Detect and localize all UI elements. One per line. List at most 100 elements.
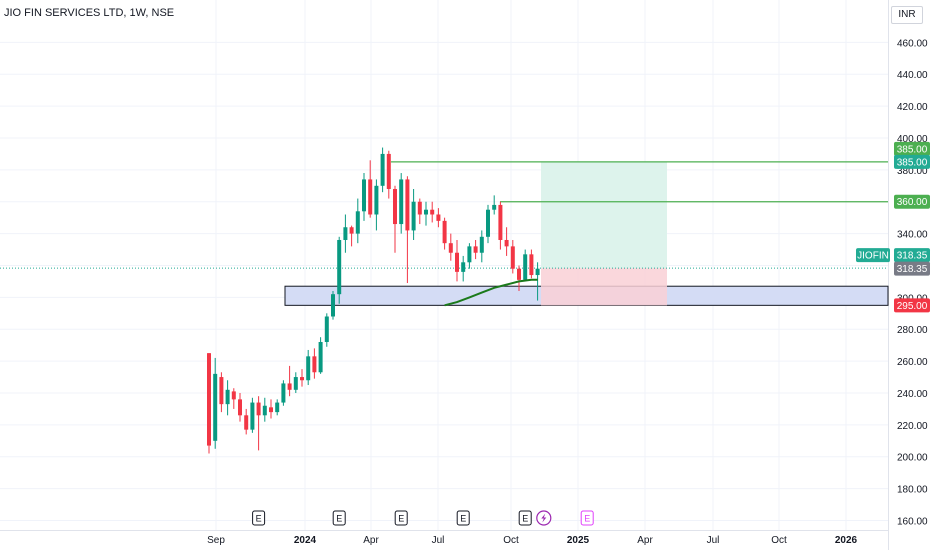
candle-body: [219, 377, 224, 405]
price-tag-last-ref-text: 318.35: [897, 264, 928, 275]
candle-body: [535, 268, 540, 276]
candle-body: [374, 185, 379, 215]
y-tick-label: 340.00: [897, 230, 928, 241]
candle-body: [213, 373, 218, 441]
y-tick-label: 200.00: [897, 453, 928, 464]
y-tick-label: 160.00: [897, 517, 928, 528]
earnings-letter: E: [336, 514, 342, 524]
y-tick-label: 460.00: [897, 38, 928, 49]
price-tag-385: 385.00: [894, 154, 930, 169]
candle-body: [355, 211, 360, 234]
price-tag-symbol: JIOFIN: [856, 248, 890, 263]
x-tick-label: Jul: [707, 535, 720, 546]
candle-body: [337, 239, 342, 295]
price-tag-last-bg: [894, 248, 930, 263]
candle-body: [331, 294, 335, 317]
candle-body: [424, 209, 428, 215]
candle-body: [318, 341, 323, 373]
candle-body: [504, 239, 509, 247]
price-tag-target-top: 385.00: [894, 141, 930, 156]
candle-body: [275, 402, 280, 413]
x-tick-label: Oct: [503, 535, 519, 546]
price-tag-target-top-text: 385.00: [897, 144, 928, 155]
earnings-marker: E: [456, 510, 470, 526]
price-tag-stop: 295.00: [894, 298, 930, 313]
y-tick-label: 420.00: [897, 102, 928, 113]
candle-body: [368, 179, 373, 215]
y-tick-label: 380.00: [897, 166, 928, 177]
lightning-icon: [541, 513, 547, 523]
candle-body: [324, 316, 329, 342]
candle-body: [293, 377, 298, 390]
candle-body: [461, 262, 466, 272]
earnings-box: [518, 510, 532, 526]
candle-body: [529, 254, 534, 276]
candle-body: [399, 179, 404, 225]
candle-body: [436, 214, 441, 221]
earnings-marker: E: [332, 510, 346, 526]
earnings-marker: E: [252, 510, 266, 526]
price-tag-target-top-bg: [894, 141, 930, 156]
candle-body: [479, 236, 484, 253]
price-tag-360-text: 360.00: [897, 197, 928, 208]
earnings-box: [252, 510, 266, 526]
candle-body: [517, 268, 521, 280]
candle-body: [269, 407, 273, 413]
price-tag-last: 318.35: [894, 248, 930, 263]
y-tick-label: 220.00: [897, 421, 928, 432]
x-tick-label: 2024: [294, 535, 317, 546]
candle-body: [244, 415, 249, 430]
earnings-marker: E: [580, 510, 594, 526]
earnings-letter: E: [256, 514, 262, 524]
candle-body: [473, 246, 478, 253]
candle-body: [411, 201, 416, 231]
price-tag-360-bg: [894, 194, 930, 209]
earnings-marker: E: [518, 510, 532, 526]
earnings-letter: E: [398, 514, 404, 524]
earnings-marker: E: [394, 510, 408, 526]
moving-average-line: [444, 278, 538, 307]
dividend-marker: [536, 510, 552, 526]
candle-body: [417, 201, 422, 215]
candle-body: [250, 402, 255, 430]
x-tick-label: Jul: [432, 535, 445, 546]
price-tag-last-ref: 318.35: [894, 261, 930, 276]
y-tick-label: 440.00: [897, 70, 928, 81]
price-tag-symbol-text: JIOFIN: [857, 251, 889, 262]
currency-selector[interactable]: INR: [891, 6, 923, 24]
x-tick-label: 2025: [567, 535, 590, 546]
y-tick-label: 260.00: [897, 357, 928, 368]
candle-body: [486, 209, 490, 237]
price-tag-360: 360.00: [894, 194, 930, 209]
y-tick-label: 240.00: [897, 389, 928, 400]
candle-body: [225, 389, 230, 405]
candle-body: [207, 353, 211, 446]
candle-body: [362, 179, 366, 212]
candle-body: [300, 377, 304, 381]
earnings-letter: E: [522, 514, 528, 524]
x-tick-label: Oct: [771, 535, 787, 546]
candle-body: [393, 188, 397, 225]
position-stop-zone: [541, 268, 667, 306]
candle-body: [238, 399, 242, 416]
candle-body: [343, 227, 348, 240]
candle-body: [231, 391, 236, 400]
price-tag-last-ref-bg: [894, 261, 930, 276]
price-tag-385-bg: [894, 154, 930, 169]
candle-body: [510, 246, 515, 269]
earnings-letter: E: [460, 514, 466, 524]
candle-body: [386, 153, 391, 189]
x-tick-label: 2026: [835, 535, 858, 546]
earnings-box: [394, 510, 408, 526]
candle-body: [498, 204, 503, 240]
candle-body: [442, 220, 447, 244]
y-tick-label: 400.00: [897, 134, 928, 145]
candle-body: [281, 383, 286, 403]
candle-body: [262, 405, 267, 416]
earnings-letter: E: [584, 514, 590, 524]
candle-body: [430, 209, 435, 215]
y-tick-label: 180.00: [897, 485, 928, 496]
candle-body: [492, 204, 497, 210]
earnings-box: [332, 510, 346, 526]
